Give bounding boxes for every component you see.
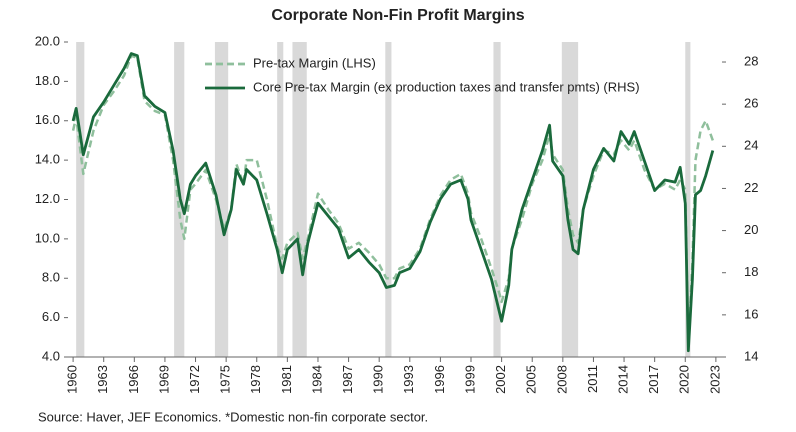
y-tick-label: 4.0 — [42, 348, 60, 363]
x-tick-label: 1990 — [371, 365, 386, 394]
recession-band — [76, 42, 85, 357]
recession-band — [214, 42, 229, 357]
x-tick-label: 1987 — [340, 365, 355, 394]
x-tick-label: 1993 — [401, 365, 416, 394]
recession-band — [277, 42, 284, 357]
recession-band — [561, 42, 579, 357]
x-tick-label: 2020 — [677, 365, 692, 394]
x-tick-label: 1984 — [309, 365, 324, 394]
x-tick-label: 2011 — [585, 365, 600, 393]
x-tick-label: 2005 — [524, 365, 539, 394]
y-tick-label: 8.0 — [42, 270, 60, 285]
y2-tick-label: 24 — [744, 138, 758, 153]
series-line — [71, 54, 714, 349]
y2-tick-label: 22 — [744, 180, 758, 195]
recession-band — [685, 42, 691, 357]
x-tick-label: 2002 — [493, 365, 508, 394]
recession-band — [292, 42, 307, 357]
x-tick-label: 2014 — [615, 365, 630, 394]
x-tick-label: 1981 — [279, 365, 294, 394]
series-line — [71, 52, 715, 353]
x-tick-label: 1966 — [126, 365, 141, 394]
x-tick-label: 1975 — [218, 365, 233, 394]
x-tick-label: 2023 — [707, 365, 722, 394]
y2-tick-label: 16 — [744, 306, 758, 321]
x-tick-label: 1972 — [187, 365, 202, 394]
y2-tick-label: 14 — [744, 348, 758, 363]
x-tick-label: 1969 — [156, 365, 171, 394]
y-tick-label: 10.0 — [35, 230, 60, 245]
x-tick-label: 1996 — [432, 365, 447, 394]
source-note: Source: Haver, JEF Economics. *Domestic … — [38, 409, 428, 424]
y-tick-label: 16.0 — [35, 112, 60, 127]
x-tick-label: 1999 — [462, 365, 477, 394]
y-tick-label: 18.0 — [35, 73, 60, 88]
y-tick-label: 20.0 — [35, 33, 60, 48]
x-tick-label: 2008 — [554, 365, 569, 394]
y-tick-label: 14.0 — [35, 152, 60, 167]
y2-tick-label: 20 — [744, 222, 758, 237]
x-tick-label: 1978 — [248, 365, 263, 394]
y2-tick-label: 28 — [744, 53, 758, 68]
legend-label: Pre-tax Margin (LHS) — [253, 55, 376, 70]
x-tick-label: 2017 — [646, 365, 661, 394]
x-tick-label: 1963 — [95, 365, 110, 394]
recession-band — [385, 42, 392, 357]
recession-band — [493, 42, 501, 357]
y2-tick-label: 26 — [744, 96, 758, 111]
y-tick-label: 6.0 — [42, 309, 60, 324]
legend-label: Core Pre-tax Margin (ex production taxes… — [253, 79, 640, 94]
x-tick-label: 1960 — [65, 365, 80, 394]
y-tick-label: 12.0 — [35, 191, 60, 206]
chart-title: Corporate Non-Fin Profit Margins — [271, 7, 524, 24]
y2-tick-label: 18 — [744, 264, 758, 279]
